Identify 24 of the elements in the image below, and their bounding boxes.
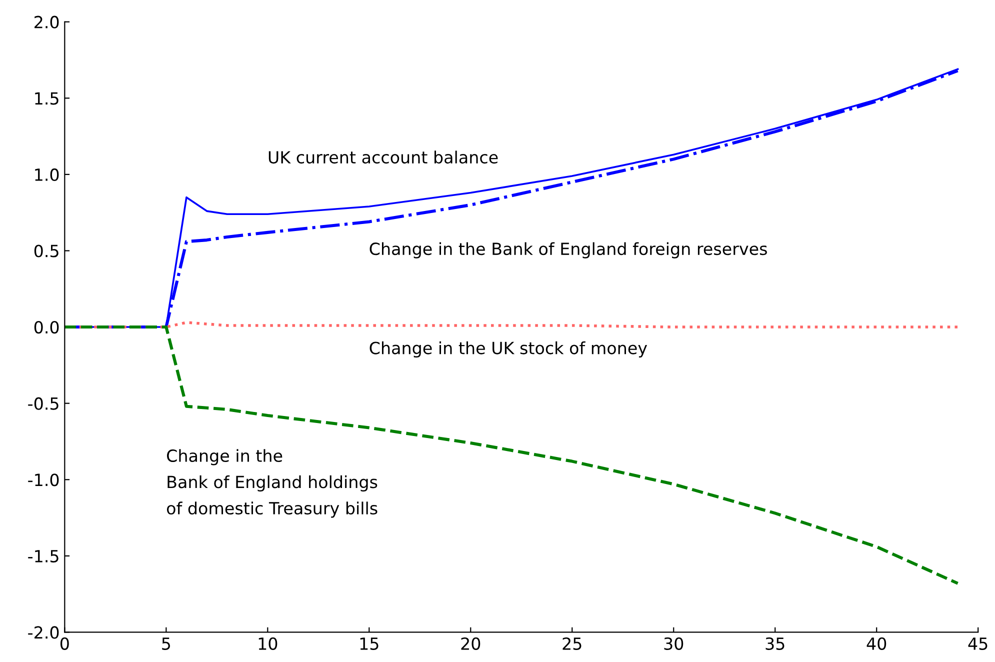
- y-tick-label: -1.0: [28, 474, 59, 486]
- x-tick-label: 5: [162, 638, 170, 650]
- x-tick-label: 45: [968, 638, 988, 650]
- x-tick-label: 15: [360, 638, 378, 650]
- x-tick-label: 30: [664, 637, 684, 650]
- annotation: Change in the Bank of England holdings of domestic Treasury bills: [166, 449, 378, 518]
- annotation: Change in the UK stock of money: [370, 341, 648, 358]
- x-tick-label: 40: [866, 637, 886, 650]
- x-tick-label: 0: [60, 637, 69, 650]
- y-tick-label: 1.0: [35, 168, 59, 182]
- annotation: UK current account balance: [268, 150, 498, 164]
- x-tick-label: 25: [562, 637, 582, 650]
- y-tick-label: 2.0: [34, 16, 59, 28]
- line-series: [64, 326, 960, 585]
- annotation: Change in the Bank of England foreign reserves: [370, 242, 767, 258]
- y-tick-label: -1.5: [28, 550, 58, 562]
- x-tick-label: 10: [258, 637, 278, 650]
- y-tick-label: 0.0: [34, 320, 59, 334]
- x-tick-label: 20: [461, 637, 480, 650]
- y-tick-label: -2.0: [28, 626, 59, 639]
- y-tick-label: 1.5: [35, 92, 58, 105]
- x-tick-label: 35: [766, 637, 784, 650]
- y-tick-label: 0.5: [34, 244, 58, 258]
- y-tick-label: -0.5: [28, 397, 58, 410]
